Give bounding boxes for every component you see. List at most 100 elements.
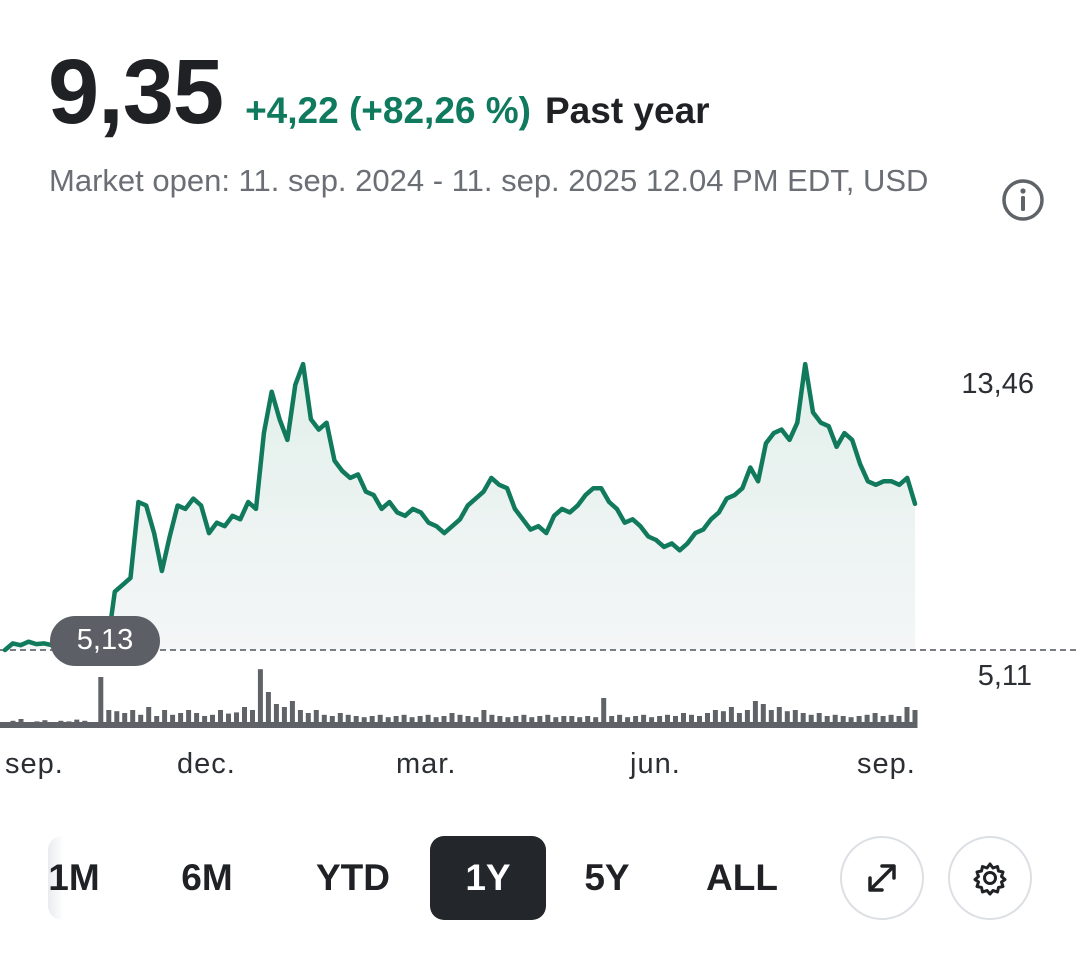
volume-bar [593, 717, 599, 728]
volume-bar [281, 707, 287, 728]
volume-bar [545, 714, 551, 728]
volume-bar [457, 714, 463, 728]
x-label-0: sep. [5, 748, 64, 780]
price-line [2, 361, 918, 653]
volume-bar [697, 716, 702, 728]
volume-bar [257, 669, 263, 728]
y-label-low: 5,11 [978, 660, 1032, 692]
volume-bar [872, 713, 878, 728]
volume-bar [808, 714, 814, 728]
volume-bar [82, 720, 88, 728]
volume-bar [202, 716, 208, 728]
volume-bar [601, 698, 607, 728]
expand-button[interactable] [840, 836, 924, 920]
volume-bar [888, 714, 894, 728]
volume-bar [329, 716, 335, 728]
volume-bar [50, 722, 56, 728]
volume-bar [218, 710, 223, 728]
info-icon[interactable] [1001, 178, 1045, 222]
volume-bar [497, 716, 503, 728]
volume-bar [146, 707, 152, 728]
volume-bar [297, 710, 303, 728]
volume-bar [776, 707, 782, 728]
volume-bar [10, 720, 16, 728]
volume-bar [657, 716, 663, 728]
volume-bar [409, 717, 415, 728]
volume-bar [784, 711, 790, 728]
volume-bar [170, 714, 176, 728]
volume-bar [393, 716, 399, 728]
volume-bar [425, 714, 431, 728]
volume-bar [26, 722, 32, 728]
tab-5y[interactable]: 5Y [584, 857, 630, 898]
volume-bar [210, 714, 215, 728]
volume-bar [577, 717, 583, 728]
volume-bar [305, 713, 311, 728]
price-chart[interactable]: 5,13 13,46 5,11 sep. dec. mar. jun. sep. [0, 330, 1080, 790]
volume-bar [194, 713, 200, 728]
volume-bar [273, 704, 279, 728]
volume-bar [585, 716, 591, 728]
volume-bar [90, 722, 96, 728]
volume-bar [824, 716, 830, 728]
volume-bar [912, 710, 918, 728]
volume-bar [58, 720, 64, 728]
volume-bar [689, 714, 694, 728]
change-period: Past year [544, 90, 710, 131]
volume-bar [417, 716, 423, 728]
volume-bar [720, 711, 726, 728]
volume-bar [401, 714, 407, 728]
volume-bar [98, 677, 104, 728]
volume-bar [473, 717, 479, 728]
market-status-text: Market open: 11. sep. 2024 - 11. sep. 20… [49, 163, 929, 198]
volume-bar [18, 719, 24, 728]
volume-bar [321, 714, 327, 728]
volume-bar [385, 717, 391, 728]
volume-bar [154, 716, 160, 728]
volume-bar [896, 716, 902, 728]
expand-arrows-icon [868, 864, 896, 892]
volume-bar [345, 714, 351, 728]
volume-bar [377, 714, 383, 728]
volume-bar [681, 713, 686, 728]
previous-close-pill: 5,13 [50, 616, 160, 666]
volume-bar [673, 716, 678, 728]
volume-bar [705, 713, 710, 728]
volume-bar [130, 710, 136, 728]
volume-bar [242, 707, 247, 728]
price-header: 9,35 +4,22 (+82,26 %) Past year [48, 40, 710, 145]
x-label-2: mar. [396, 748, 456, 780]
tab-ytd[interactable]: YTD [316, 857, 390, 898]
tab-1m[interactable]: 1M [48, 836, 100, 920]
volume-bar [521, 714, 527, 728]
volume-bar [832, 714, 838, 728]
volume-bar [441, 716, 447, 728]
volume-bar [553, 717, 559, 728]
volume-bar [361, 717, 367, 728]
volume-bar [816, 713, 822, 728]
volume-bar [712, 710, 718, 728]
volume-bar [106, 710, 112, 728]
volume-bar [904, 707, 910, 728]
volume-bar [505, 717, 511, 728]
volume-bar [449, 713, 455, 728]
volume-bar [736, 713, 742, 728]
volume-bar [337, 713, 343, 728]
previous-close-label: 5,13 [77, 624, 133, 656]
tab-all[interactable]: ALL [706, 857, 778, 898]
volume-bar [74, 719, 80, 728]
time-range-controls: 1M 6M YTD 1Y 5Y ALL [0, 830, 1080, 926]
volume-bar [752, 701, 758, 728]
volume-bar [792, 710, 798, 728]
price-area-fill [5, 364, 915, 651]
volume-bar [625, 717, 631, 728]
volume-bar [34, 721, 40, 728]
volume-bar [641, 714, 647, 728]
volume-bar [162, 710, 168, 728]
settings-button[interactable] [948, 836, 1032, 920]
tab-1y[interactable]: 1Y [430, 836, 546, 920]
volume-bar [529, 717, 535, 728]
tab-6m[interactable]: 6M [181, 857, 233, 898]
volume-bar [728, 707, 734, 728]
x-label-4: sep. [857, 748, 916, 780]
